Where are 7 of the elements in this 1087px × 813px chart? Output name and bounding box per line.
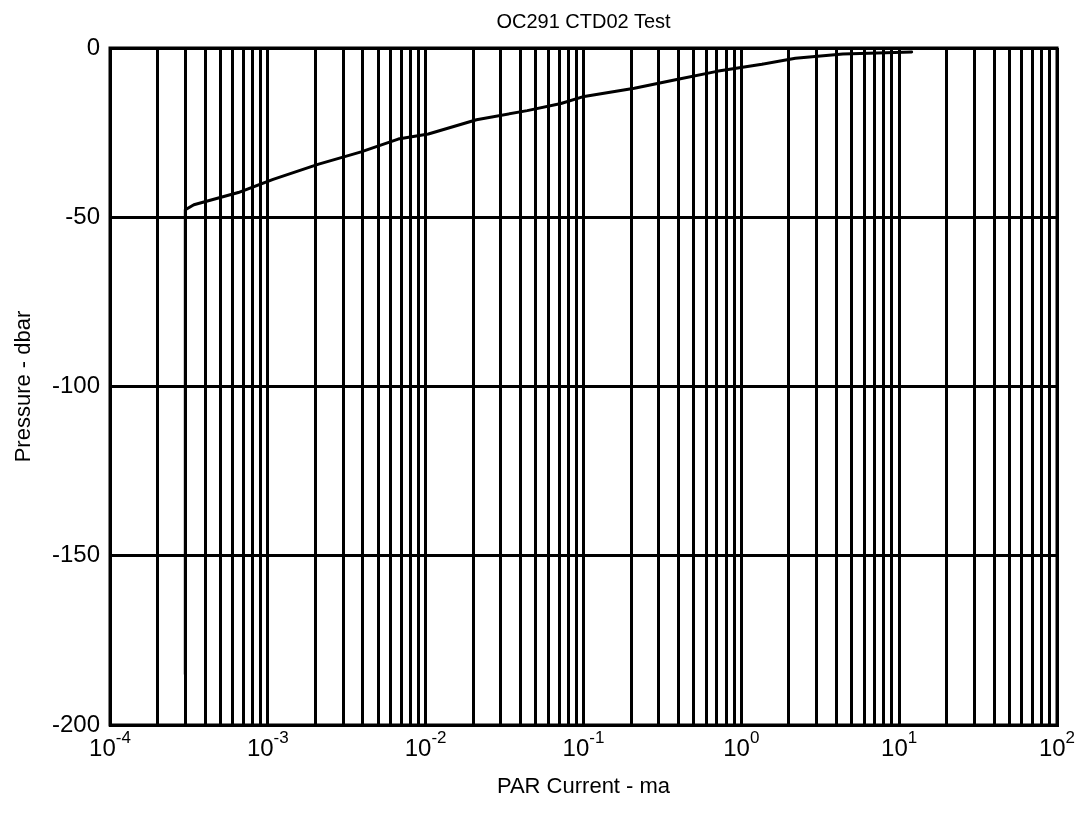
chart-title: OC291 CTD02 Test [496, 9, 672, 32]
y-tick-label: -50 [65, 201, 100, 229]
y-tick-label: 0 [86, 32, 100, 60]
y-axis-title: Pressure - dbar [10, 310, 36, 463]
x-axis-title: PAR Current - ma [496, 773, 671, 799]
y-tick-label: -150 [51, 540, 100, 568]
y-tick-label: -100 [51, 371, 100, 399]
